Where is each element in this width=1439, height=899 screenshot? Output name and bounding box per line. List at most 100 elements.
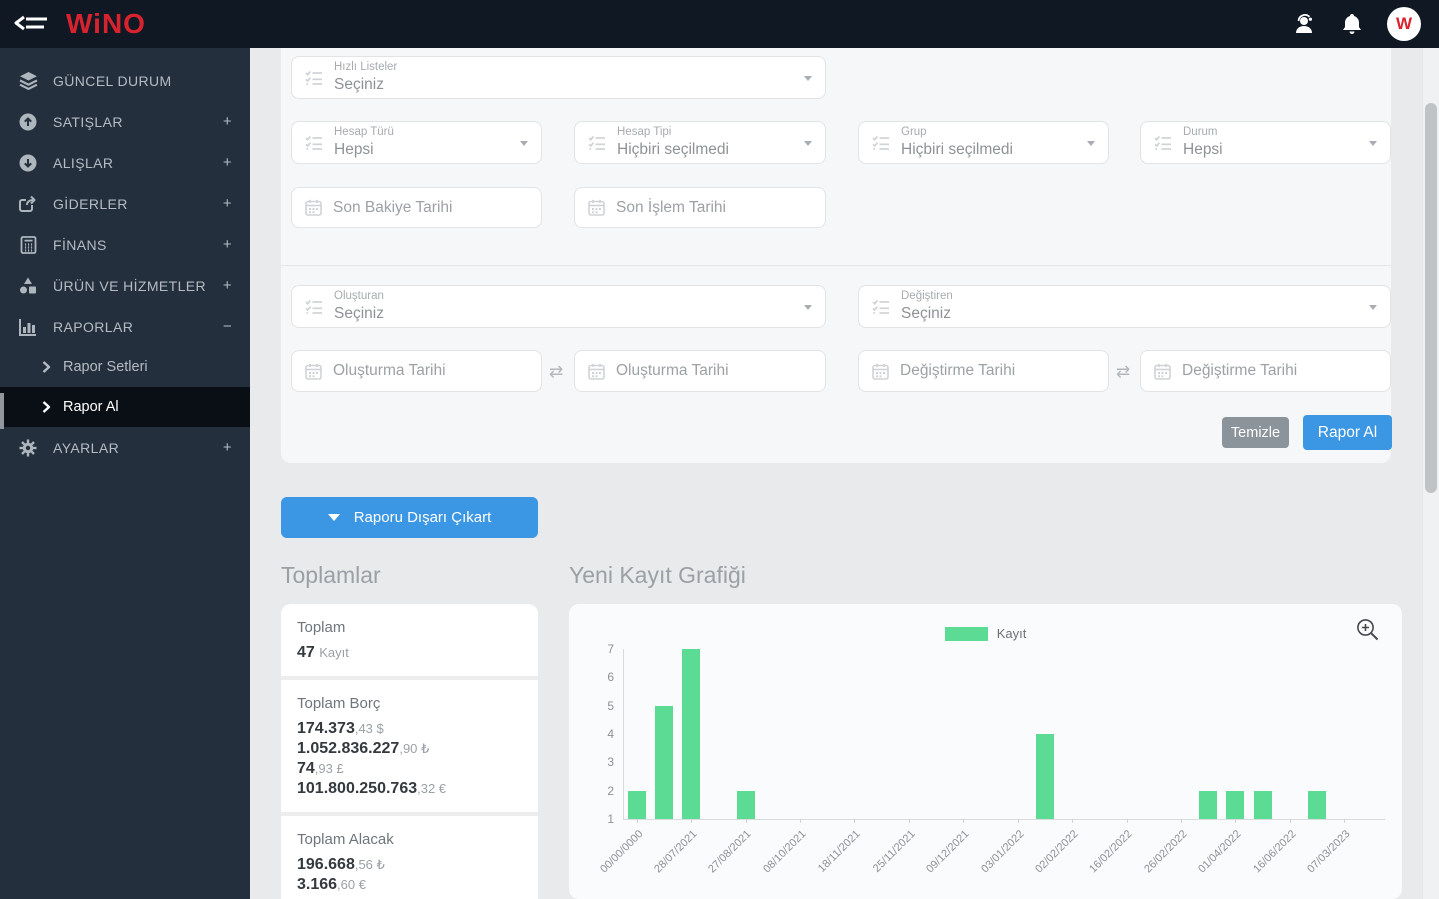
rapor-al-button[interactable]: Rapor Al: [1303, 415, 1392, 450]
hesap-turu-dropdown[interactable]: Hesap Türü Hepsi: [291, 121, 542, 164]
chart-heading: Yeni Kayıt Grafiği: [569, 562, 746, 588]
x-axis-label: 28/07/2021: [652, 828, 700, 876]
calendar-icon: [305, 199, 322, 216]
x-axis-label: 26/02/2022: [1141, 828, 1190, 876]
sidebar-item-satislar[interactable]: SATIŞLAR +: [0, 101, 250, 142]
son-islem-tarihi-input[interactable]: Son İşlem Tarihi: [574, 187, 826, 228]
export-report-label: Raporu Dışarı Çıkart: [353, 509, 492, 526]
sidebar-item-guncel-durum[interactable]: GÜNCEL DURUM: [0, 60, 250, 101]
bar: [1308, 791, 1326, 819]
x-axis-tick: [636, 819, 638, 823]
x-axis-label: 16/06/2022: [1250, 828, 1299, 876]
sidebar-item-urun-ve-hizmetler[interactable]: ÜRÜN VE HİZMETLER +: [0, 265, 250, 306]
chevron-right-icon: [42, 361, 51, 373]
zoom-in-icon[interactable]: [1355, 617, 1380, 642]
menu-collapse-icon[interactable]: [8, 7, 54, 41]
sidebar-scrollbar-thumb[interactable]: [0, 393, 4, 429]
export-report-button[interactable]: Raporu Dışarı Çıkart: [281, 497, 538, 538]
y-axis-label: 6: [607, 670, 614, 685]
sidebar-subitem-rapor-al[interactable]: Rapor Al: [0, 387, 250, 427]
chevron-down-icon: [1087, 140, 1095, 146]
x-axis-tick: [691, 819, 692, 823]
field-value: Hepsi: [1183, 141, 1223, 159]
bar: [1253, 791, 1272, 819]
durum-dropdown[interactable]: Durum Hepsi: [1140, 121, 1391, 164]
new-records-chart: Kayıt 7 6 5 4 3 2 1 00/00/0000 28/07/2021 27/08/2…: [569, 604, 1402, 899]
calendar-icon: [588, 363, 605, 380]
x-axis-tick: [854, 819, 856, 823]
field-placeholder: Oluşturma Tarihi: [333, 362, 446, 379]
sidebar-item-label: SATIŞLAR: [53, 113, 123, 130]
swap-arrows-icon: ⇄: [1116, 362, 1131, 381]
hesap-tipi-dropdown[interactable]: Hesap Tipi Hiçbiri seçilmedi: [574, 121, 826, 164]
totals-heading: Toplamlar: [281, 562, 381, 588]
sidebar-item-label: AYARLAR: [53, 439, 120, 456]
shapes-icon: [18, 277, 38, 295]
x-axis-label: 01/04/2022: [1196, 828, 1244, 876]
total-count-value: 47 Kayıt: [297, 644, 349, 661]
checklist-icon: [588, 135, 606, 151]
sidebar-item-alislar[interactable]: ALIŞLAR +: [0, 142, 250, 183]
avatar[interactable]: W: [1387, 7, 1421, 41]
checklist-icon: [305, 299, 323, 315]
total-line: 101.800.250.763,32 €: [297, 780, 447, 797]
checklist-icon: [305, 70, 323, 86]
total-count-section: Toplam 47 Kayıt: [281, 604, 538, 676]
sidebar-item-label: ÜRÜN VE HİZMETLER: [53, 277, 207, 294]
field-label: Hesap Tipi: [617, 125, 672, 138]
field-placeholder: Değiştirme Tarihi: [900, 362, 1016, 379]
legend-swatch: [944, 626, 988, 641]
grup-dropdown[interactable]: Grup Hiçbiri seçilmedi: [858, 121, 1109, 164]
degistirme-tarihi-start-input[interactable]: Değiştirme Tarihi: [858, 350, 1109, 392]
sidebar-item-finans[interactable]: FİNANS +: [0, 224, 250, 265]
x-axis-tick: [963, 819, 965, 823]
page-scrollbar-track[interactable]: [1422, 48, 1439, 899]
chevron-down-icon: [804, 140, 812, 146]
chart-legend[interactable]: Kayıt: [569, 626, 1402, 641]
bell-icon[interactable]: [1341, 12, 1363, 36]
section-divider: [281, 676, 538, 680]
field-value: Seçiniz: [334, 76, 384, 94]
page-scrollbar-thumb[interactable]: [1425, 103, 1437, 493]
layers-icon: [18, 71, 38, 90]
x-axis-tick: [1126, 819, 1128, 823]
top-bar: WiNO W: [0, 0, 1439, 48]
x-axis-tick: [799, 819, 801, 823]
sidebar-subitem-label: Rapor Al: [63, 399, 119, 415]
degistirme-tarihi-end-input[interactable]: Değiştirme Tarihi: [1140, 350, 1391, 392]
olusturma-tarihi-end-input[interactable]: Oluşturma Tarihi: [574, 350, 826, 392]
sidebar-item-giderler[interactable]: GİDERLER +: [0, 183, 250, 224]
son-bakiye-tarihi-input[interactable]: Son Bakiye Tarihi: [291, 187, 542, 228]
sidebar-subitem-rapor-setleri[interactable]: Rapor Setleri: [0, 347, 250, 387]
calendar-icon: [305, 363, 322, 380]
x-axis-tick: [1180, 819, 1182, 823]
y-axis-label: 4: [607, 727, 614, 741]
arrow-up-circle-icon: [18, 113, 38, 131]
sidebar-item-label: RAPORLAR: [53, 318, 134, 335]
olusturan-dropdown[interactable]: Oluşturan Seçiniz: [291, 285, 826, 328]
panel-divider: [281, 265, 1391, 266]
sidebar-item-ayarlar[interactable]: AYARLAR +: [0, 427, 250, 468]
olusturma-tarihi-start-input[interactable]: Oluşturma Tarihi: [291, 350, 542, 392]
sidebar-item-raporlar[interactable]: RAPORLAR −: [0, 306, 250, 347]
field-placeholder: Son Bakiye Tarihi: [333, 198, 453, 216]
swap-arrows-icon: ⇄: [549, 362, 564, 381]
sidebar-item-label: FİNANS: [53, 236, 107, 253]
field-label: Oluşturan: [334, 289, 384, 302]
y-axis-label: 5: [607, 698, 614, 713]
clear-button[interactable]: Temizle: [1222, 417, 1289, 448]
sidebar: GÜNCEL DURUM SATIŞLAR + ALIŞLAR +: [0, 48, 250, 899]
degistiren-dropdown[interactable]: Değiştiren Seçiniz: [858, 285, 1391, 328]
quick-lists-dropdown[interactable]: Hızlı Listeler Seçiniz: [291, 56, 826, 99]
y-axis-label: 3: [607, 755, 614, 770]
chevron-right-icon: [42, 401, 51, 413]
total-line: 74,93 £: [297, 760, 344, 777]
chevron-down-icon: [520, 140, 528, 146]
total-debt-label: Toplam Borç: [297, 695, 381, 712]
field-value: Hiçbiri seçilmedi: [901, 141, 1013, 159]
x-axis-tick: [745, 819, 747, 823]
support-agent-icon[interactable]: [1293, 12, 1317, 36]
bar-chart-icon: [18, 318, 38, 336]
total-line: 3.166,60 €: [297, 876, 366, 893]
